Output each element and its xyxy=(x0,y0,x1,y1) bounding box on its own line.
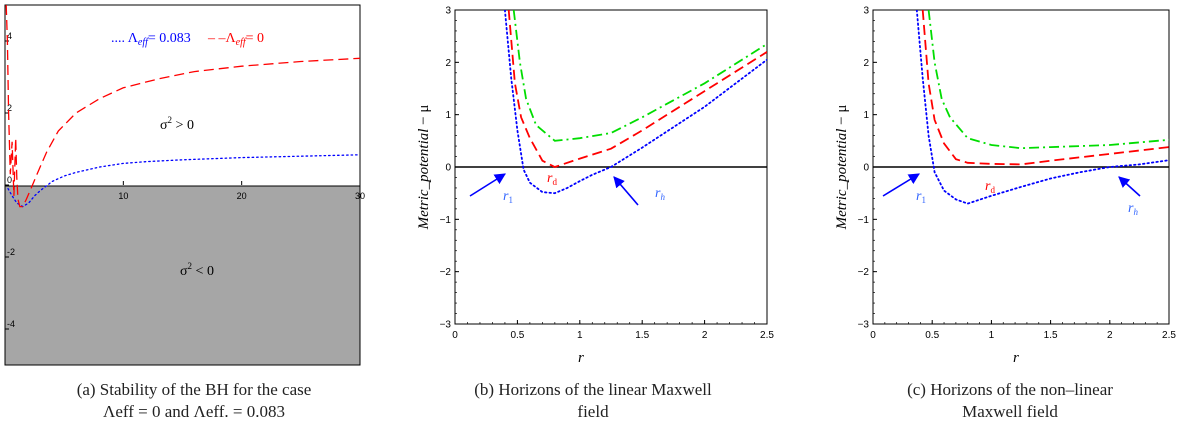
series-line-dashed xyxy=(507,10,767,168)
series-line-dotted xyxy=(503,10,767,195)
panel-a: 420-2-410 20 30 .... Λeff= 0.083 – –Λeff= … xyxy=(4,4,365,366)
x-tick-label: 10 xyxy=(118,191,128,201)
panel-b-series xyxy=(503,10,767,195)
y-tick-label: 2 xyxy=(445,58,451,69)
series-line-dashdot xyxy=(512,10,767,142)
panel-c-label-rd: rd xyxy=(985,179,995,195)
x-tick-label: 30 xyxy=(355,191,365,201)
panel-a-ticks: 420-2-410 20 30 xyxy=(5,31,365,330)
panel-c-label-r1: r1 xyxy=(916,189,926,205)
x-tick-label: 2 xyxy=(702,330,708,341)
panel-a-negative-region xyxy=(5,186,360,365)
x-tick-label: 2.5 xyxy=(760,330,774,341)
panel-c-x-label: r xyxy=(1013,350,1019,366)
y-tick-label: 3 xyxy=(863,6,869,17)
x-tick-label: 0.5 xyxy=(925,330,939,341)
panel-b-label-rh: rh xyxy=(655,186,665,202)
x-tick-label: 20 xyxy=(237,191,247,201)
panel-a-negative-label: σ2 < 0 xyxy=(180,261,214,279)
y-tick-label: −3 xyxy=(858,320,870,331)
caption-b: (b) Horizons of the linear Maxwell field xyxy=(474,380,712,421)
series-line-dashed xyxy=(921,10,1169,166)
x-tick-label: 1.5 xyxy=(1044,330,1058,341)
caption-c-line-1: (c) Horizons of the non–linear xyxy=(907,380,1113,399)
y-tick-label: −2 xyxy=(440,267,452,278)
y-tick-label: 1 xyxy=(863,110,869,121)
panel-b-x-label: r xyxy=(578,350,584,366)
y-tick-label: 0 xyxy=(7,175,12,185)
panel-b-y-label: Metric_potential − μ xyxy=(416,105,432,231)
series-line-dashed xyxy=(5,5,360,208)
y-tick-label: −1 xyxy=(440,215,452,226)
y-tick-label: −3 xyxy=(440,320,452,331)
y-tick-label: 3 xyxy=(445,6,451,17)
panel-a-series xyxy=(5,5,360,208)
y-tick-label: -4 xyxy=(7,319,15,329)
y-tick-label: -2 xyxy=(7,247,15,257)
caption-b-line-1: (b) Horizons of the linear Maxwell xyxy=(474,380,712,399)
panel-c-arrow-rh xyxy=(1118,176,1141,197)
y-tick-label: −1 xyxy=(858,215,870,226)
panel-c-label-rh: rh xyxy=(1128,201,1138,217)
x-tick-label: 1 xyxy=(989,330,995,341)
x-tick-label: 2.5 xyxy=(1162,330,1176,341)
panel-b-arrow-r1 xyxy=(469,173,506,197)
caption-c: (c) Horizons of the non–linear Maxwell f… xyxy=(907,380,1113,421)
x-tick-label: 0 xyxy=(452,330,458,341)
y-tick-label: 2 xyxy=(7,103,12,113)
panel-c-series xyxy=(915,10,1169,205)
series-line-dashdot xyxy=(927,10,1169,150)
caption-a-line-1: (a) Stability of the BH for the case xyxy=(77,380,312,399)
caption-c-line-2: Maxwell field xyxy=(962,402,1058,421)
caption-a-line-2: Λeff = 0 and Λeff. = 0.083 xyxy=(103,402,285,421)
panel-a-legend-red: – –Λeff= 0 xyxy=(207,31,264,48)
x-tick-label: 2 xyxy=(1107,330,1113,341)
y-tick-label: 2 xyxy=(863,58,869,69)
y-tick-label: −2 xyxy=(858,267,870,278)
x-tick-label: 0.5 xyxy=(510,330,524,341)
caption-a: (a) Stability of the BH for the case Λef… xyxy=(77,380,312,421)
x-tick-label: 1.5 xyxy=(635,330,649,341)
x-tick-label: 1 xyxy=(577,330,583,341)
panel-b-arrow-rh xyxy=(613,176,639,206)
panel-b-label-rd: rd xyxy=(547,171,557,187)
y-tick-label: 0 xyxy=(863,163,869,174)
series-line-dotted xyxy=(7,154,360,208)
panel-a-positive-label: σ2 > 0 xyxy=(160,115,194,133)
y-tick-label: 1 xyxy=(445,110,451,121)
panel-a-legend-blue: .... Λeff= 0.083 xyxy=(111,31,191,48)
y-tick-label: 4 xyxy=(7,31,12,41)
caption-b-line-2: field xyxy=(577,402,609,421)
panel-c-arrow-r1 xyxy=(882,173,920,197)
x-tick-label: 0 xyxy=(870,330,876,341)
panel-b-label-r1: r1 xyxy=(503,189,513,205)
y-tick-label: 0 xyxy=(445,163,451,174)
panel-c-y-label: Metric_potential − μ xyxy=(834,105,850,231)
series-line-dotted xyxy=(915,10,1169,205)
